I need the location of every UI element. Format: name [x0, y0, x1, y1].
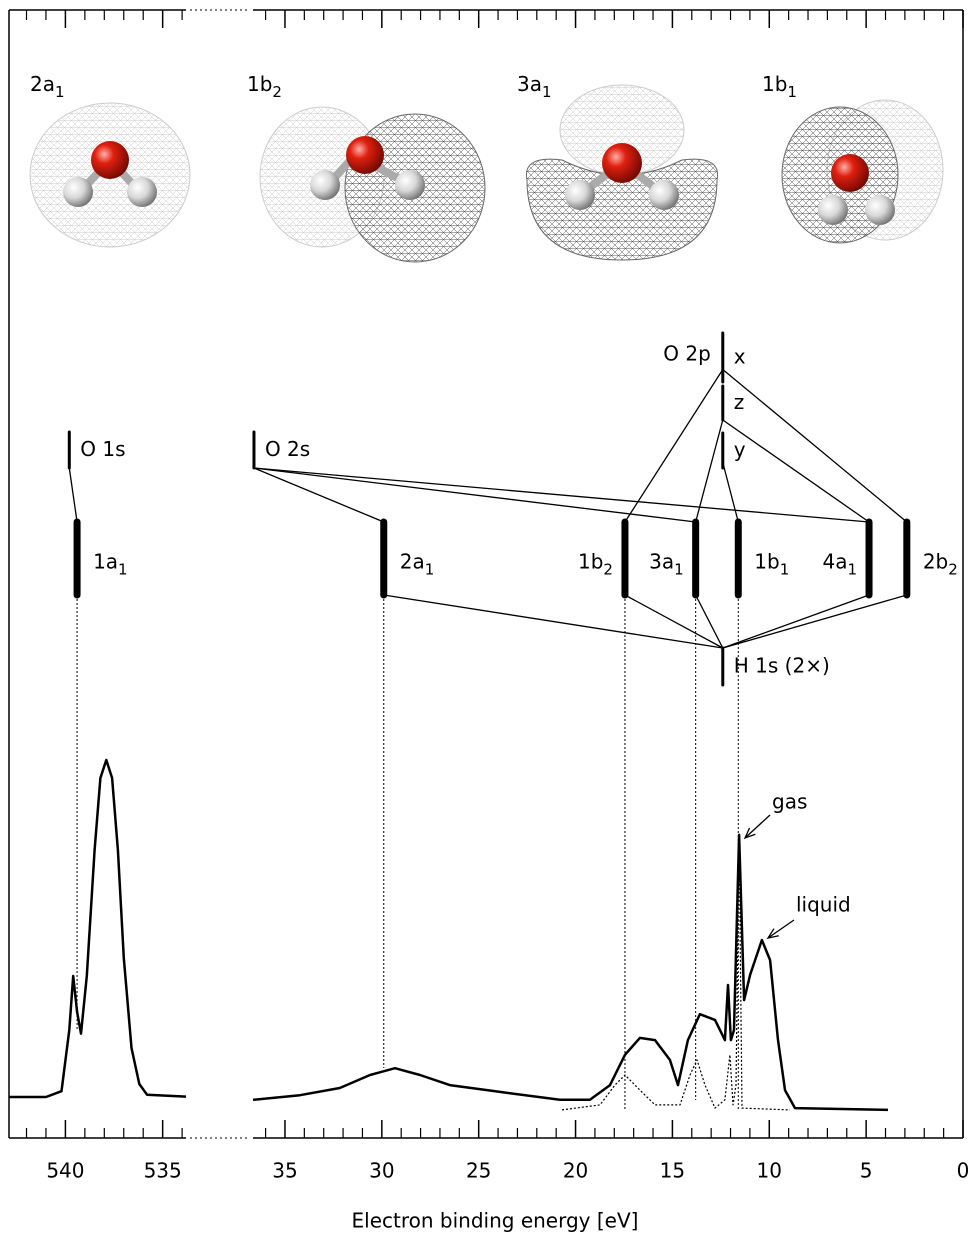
x-tick-label: 540 [46, 1159, 84, 1183]
level-label-sub: 1 [780, 560, 790, 578]
level-label-main: z [734, 390, 745, 414]
orbital-label: 1b2 [247, 72, 282, 101]
level-label: 2a1 [400, 549, 435, 578]
correlation-line [723, 463, 738, 523]
x-tick-label: 30 [369, 1159, 394, 1183]
x-axis-label: Electron binding energy [eV] [352, 1209, 639, 1233]
correlation-line [254, 468, 869, 522]
level-label: 1b1 [754, 549, 789, 578]
annotation: liquid [796, 893, 851, 917]
x-tick-label: 10 [757, 1159, 782, 1183]
level-label-main: 4a [823, 549, 848, 573]
molecules [30, 85, 943, 262]
annotation-arrow [745, 815, 770, 838]
correlation-line [723, 420, 869, 522]
level-label-sub: 2 [948, 560, 958, 578]
level-label-main: H 1s (2×) [734, 653, 830, 677]
orbital-label-main: 1b [762, 72, 787, 96]
x-tick-label: 35 [272, 1159, 297, 1183]
level-label: 4a1 [823, 549, 858, 578]
level-label-sub: 1 [674, 560, 684, 578]
x-tick-label: 5 [860, 1159, 873, 1183]
level-label: 1b2 [578, 549, 613, 578]
level-label: x [734, 344, 746, 368]
orbital-label: 1b1 [762, 72, 797, 101]
level-label: H 1s (2×) [734, 653, 830, 677]
figure: 540 535 35 30 25 20 15 10 5 0 Electron binding ene… [0, 0, 973, 1237]
level-label: 3a1 [649, 549, 684, 578]
level-label-main: O 1s [80, 437, 125, 461]
correlation-line [69, 468, 77, 522]
spectrum-line [9, 760, 186, 1097]
level-label: z [734, 390, 745, 414]
correlation-line [723, 370, 907, 523]
level-label-main: O 2s [265, 437, 310, 461]
orbital-label: 3a1 [517, 72, 552, 101]
x-tick-label: 20 [563, 1159, 588, 1183]
x-tick-label: 535 [144, 1159, 182, 1183]
level-label-main: 2b [923, 549, 948, 573]
level-label-sub: 1 [847, 560, 857, 578]
orbital-label-main: 1b [247, 72, 272, 96]
arrow-head [768, 929, 779, 938]
correlation-line [625, 370, 723, 523]
orbital-label-sub: 1 [787, 83, 797, 101]
level-label: O 1s [80, 437, 125, 461]
level-label: O 2s [265, 437, 310, 461]
level-label-main: 1a [93, 549, 118, 573]
level-label-main: y [734, 437, 746, 461]
orbital-label-sub: 1 [55, 83, 65, 101]
orbital-label-sub: 2 [272, 83, 282, 101]
annotation: gas [772, 790, 807, 814]
spectrum-line [253, 835, 888, 1110]
orbital-label-main: 3a [517, 72, 542, 96]
correlation-line [723, 595, 907, 648]
level-label: 2b2 [923, 549, 958, 578]
orbital-label-sub: 1 [542, 83, 552, 101]
level-label-main: 2a [400, 549, 425, 573]
level-label-main: 1b [754, 549, 779, 573]
correlation-line [696, 420, 723, 522]
level-label-main: 3a [649, 549, 674, 573]
o2p-label: O 2p [663, 342, 711, 366]
level-label-sub: 1 [425, 560, 435, 578]
level-label-main: x [734, 344, 746, 368]
orbital-label-main: 2a [30, 72, 55, 96]
x-tick-label: 25 [466, 1159, 491, 1183]
x-tick-label: 0 [957, 1159, 970, 1183]
level-label: y [734, 437, 746, 461]
orbital-label: 2a1 [30, 72, 65, 101]
level-label-sub: 1 [118, 560, 128, 578]
level-label-main: 1b [578, 549, 603, 573]
correlation-line [723, 595, 869, 648]
x-tick-label: 15 [660, 1159, 685, 1183]
level-label: 1a1 [93, 549, 128, 578]
level-label-sub: 2 [603, 560, 613, 578]
annotation-arrow [768, 920, 794, 938]
correlation-line [384, 595, 723, 648]
gas-line [562, 835, 790, 1110]
